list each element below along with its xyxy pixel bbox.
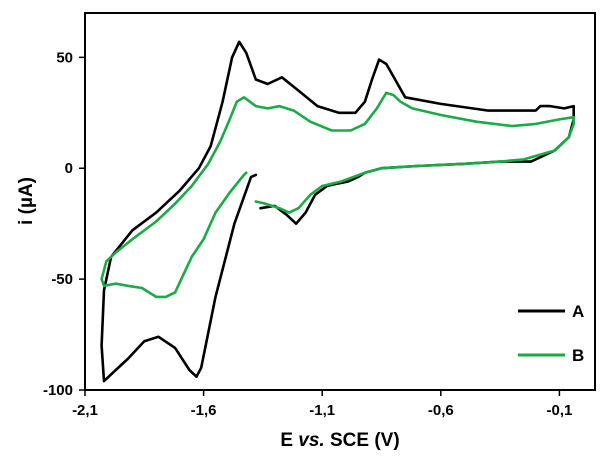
legend-label-a: A — [572, 302, 584, 321]
x-tick-label: -1,1 — [309, 402, 335, 419]
x-axis-title-italic: vs. — [298, 430, 324, 451]
series-line-b — [100, 91, 576, 299]
y-tick-label: 50 — [56, 49, 73, 66]
legend-label-b: B — [572, 346, 584, 365]
series-line-a — [100, 40, 576, 383]
x-tick-label: -1,6 — [191, 402, 217, 419]
legend: A B — [518, 302, 584, 365]
x-tick-label: -0,6 — [428, 402, 454, 419]
x-tick-label: -0,1 — [546, 402, 572, 419]
x-tick-label: -2,1 — [72, 402, 98, 419]
plot-frame — [84, 12, 596, 391]
y-tick-label: -50 — [51, 271, 73, 288]
series-layer — [100, 40, 576, 383]
y-axis-title: i (µA) — [16, 177, 37, 225]
x-axis-title: E vs. SCE (V) — [280, 430, 399, 451]
tick-layer: -2,1 -1,6 -1,1 -0,6 -0,1 -100 -50 0 50 — [43, 49, 572, 419]
y-tick-label: -100 — [43, 382, 73, 399]
x-axis-title-prefix: E — [280, 430, 298, 451]
y-tick-label: 0 — [65, 160, 73, 177]
x-axis-title-suffix: SCE (V) — [325, 430, 400, 451]
